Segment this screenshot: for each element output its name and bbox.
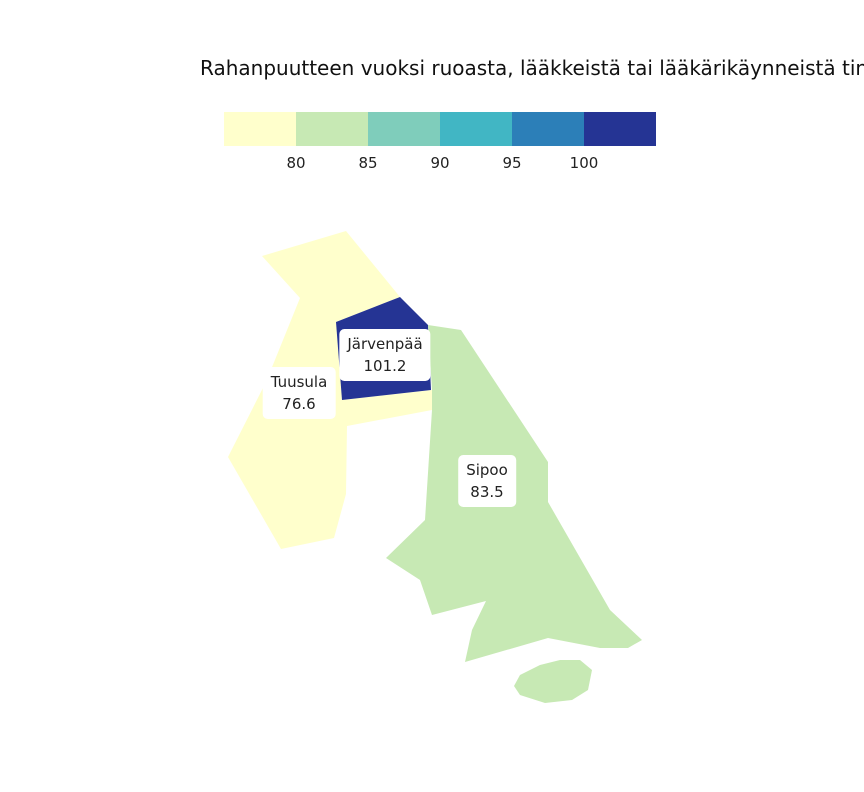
legend-tick: 95 (502, 154, 522, 172)
region-value: 76.6 (282, 395, 316, 413)
region-label-jarvenpaa: Järvenpää 101.2 (339, 329, 431, 381)
region-name: Järvenpää (347, 335, 423, 353)
legend-swatch-2 (296, 112, 368, 146)
region-name: Sipoo (466, 461, 508, 479)
region-label-sipoo: Sipoo 83.5 (458, 455, 516, 507)
region-name: Tuusula (270, 373, 328, 391)
legend-swatch-3 (368, 112, 440, 146)
color-legend (224, 112, 656, 146)
legend-tick: 100 (569, 154, 599, 172)
region-value: 83.5 (470, 483, 504, 501)
legend-swatch-6 (584, 112, 656, 146)
region-sipoo-island[interactable] (514, 660, 592, 703)
legend-ticks: 80 85 90 95 100 (0, 154, 864, 176)
region-value: 101.2 (363, 357, 407, 375)
region-label-tuusula: Tuusula 76.6 (262, 367, 336, 419)
legend-swatch-5 (512, 112, 584, 146)
legend-swatch-1 (224, 112, 296, 146)
legend-tick: 80 (286, 154, 306, 172)
legend-tick: 85 (358, 154, 378, 172)
legend-tick: 90 (430, 154, 450, 172)
map-title: Rahanpuutteen vuoksi ruoasta, lääkkeistä… (200, 56, 864, 80)
legend-swatch-4 (440, 112, 512, 146)
